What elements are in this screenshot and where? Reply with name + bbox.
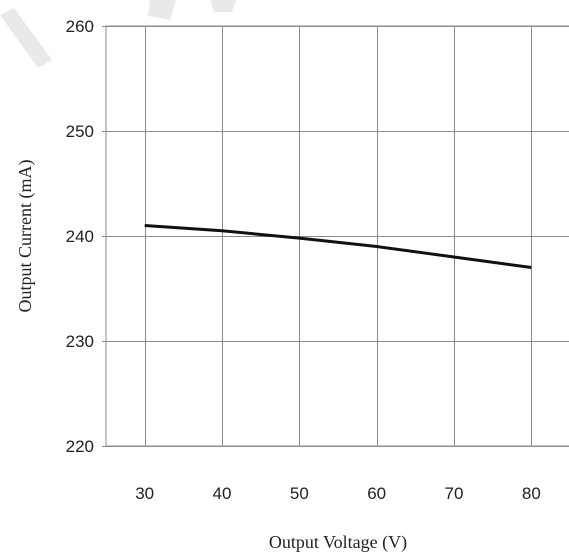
x-axis-label: Output Voltage (V) — [269, 532, 407, 553]
y-tick-label: 260 — [66, 17, 94, 36]
y-tick-label: 250 — [66, 122, 94, 141]
y-axis: 220 230 240 250 260 — [66, 17, 106, 456]
y-tick-label: 220 — [66, 437, 94, 456]
x-axis: 30 40 50 60 70 80 — [135, 484, 541, 503]
x-tick-label: 60 — [367, 484, 386, 503]
grid — [106, 26, 569, 447]
x-tick-label: 50 — [290, 484, 309, 503]
x-tick-label: 70 — [445, 484, 464, 503]
x-tick-label: 40 — [213, 484, 232, 503]
y-tick-label: 230 — [66, 332, 94, 351]
y-axis-label: Output Current (mA) — [15, 160, 36, 313]
series-line — [144, 224, 532, 269]
x-tick-label: 30 — [135, 484, 154, 503]
watermark-mark — [0, 0, 236, 68]
x-tick-label: 80 — [522, 484, 541, 503]
y-tick-label: 240 — [66, 227, 94, 246]
series-layer — [144, 224, 532, 269]
